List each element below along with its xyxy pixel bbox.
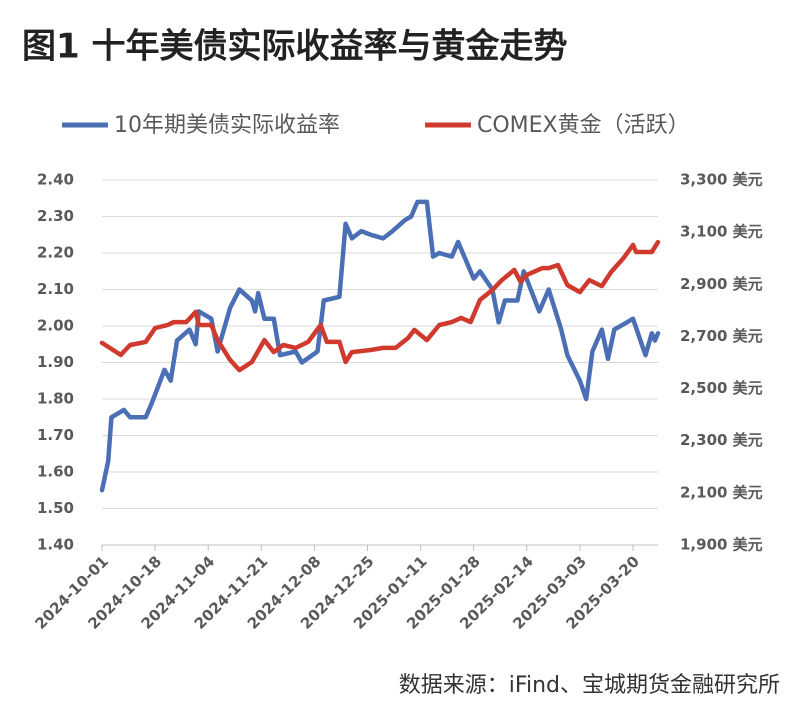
y-tick-label: 2.00 xyxy=(37,317,74,335)
source-note: 数据来源：iFind、宝城期货金融研究所 xyxy=(399,673,780,698)
y2-tick-label: 1,900 美元 xyxy=(680,536,763,554)
y-tick-label: 1.40 xyxy=(37,536,74,554)
y-tick-label: 1.90 xyxy=(37,353,74,371)
y-tick-label: 1.50 xyxy=(37,499,74,517)
y2-tick-label: 3,300 美元 xyxy=(680,171,763,189)
legend-label: COMEX黄金（活跃） xyxy=(477,113,690,138)
chart-title: 图1 十年美债实际收益率与黄金走势 xyxy=(22,27,568,67)
y2-tick-label: 2,300 美元 xyxy=(680,431,763,449)
legend-label: 10年期美债实际收益率 xyxy=(114,113,340,138)
y-tick-label: 1.80 xyxy=(37,390,74,408)
y2-tick-label: 3,100 美元 xyxy=(680,223,763,241)
series-line xyxy=(99,199,661,493)
y2-tick-label: 2,100 美元 xyxy=(680,483,763,501)
y-tick-label: 2.30 xyxy=(37,207,74,225)
y-tick-label: 2.10 xyxy=(37,280,74,298)
y2-tick-label: 2,700 美元 xyxy=(680,327,763,345)
y2-tick-label: 2,500 美元 xyxy=(680,379,763,397)
y-tick-label: 1.60 xyxy=(37,463,74,481)
y-tick-label: 1.70 xyxy=(37,426,74,444)
y2-tick-label: 2,900 美元 xyxy=(680,275,763,293)
y-tick-label: 2.20 xyxy=(37,244,74,262)
series-line xyxy=(99,239,661,373)
y-tick-label: 2.40 xyxy=(37,171,74,189)
